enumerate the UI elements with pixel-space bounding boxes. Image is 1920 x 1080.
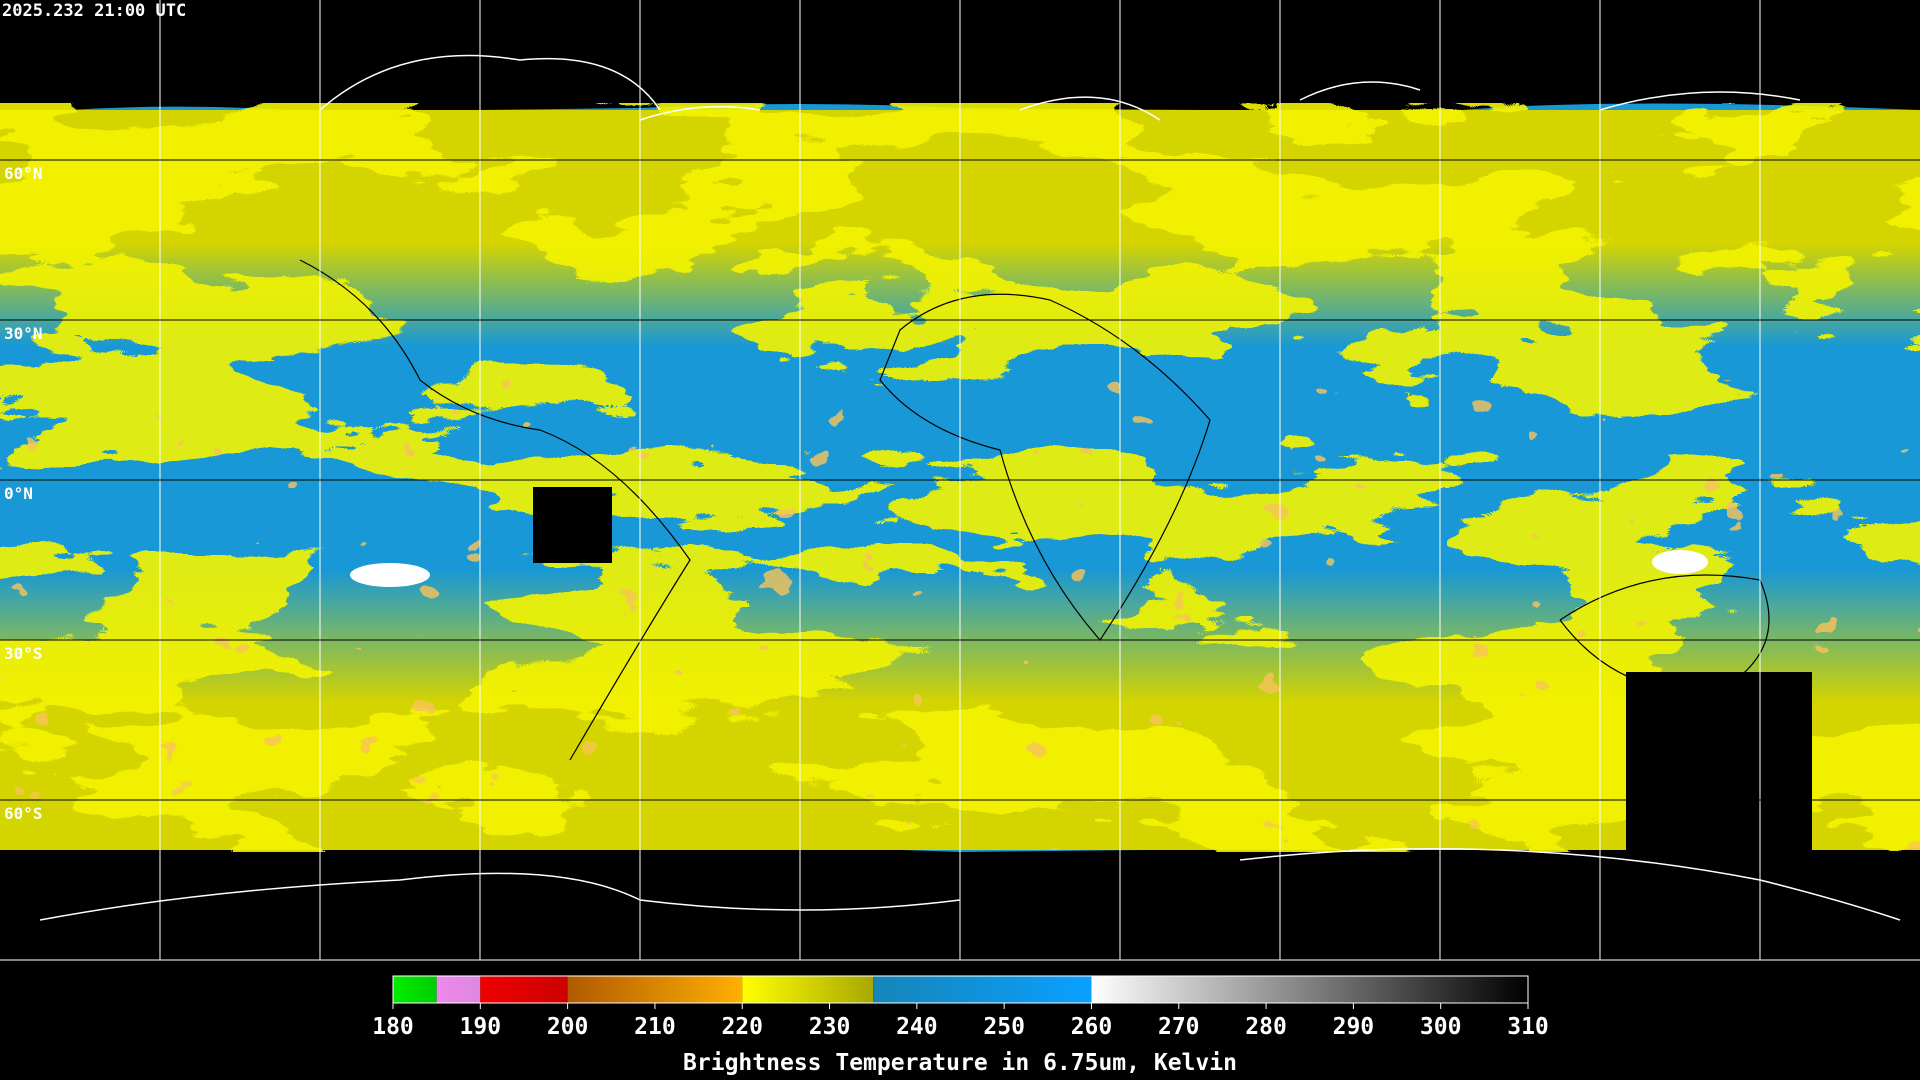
warm-spot xyxy=(1652,550,1708,574)
colorbar-tick-label: 270 xyxy=(1158,1014,1200,1040)
colorbar-tick-label: 180 xyxy=(372,1014,414,1040)
colorbar: 180 190 200 210 220 230 240 250 260 270 280 290 300 3… xyxy=(372,975,1549,1076)
colorbar-tick-label: 310 xyxy=(1507,1014,1549,1040)
missing-data xyxy=(1626,672,1812,851)
colorbar-tick-label: 200 xyxy=(547,1014,589,1040)
colorbar-tick-label: 220 xyxy=(721,1014,763,1040)
timestamp: 2025.232 21:00 UTC xyxy=(2,1,186,21)
coastline xyxy=(39,54,1901,921)
colorbar-tick-label: 230 xyxy=(809,1014,851,1040)
latitude-label: 30°S xyxy=(4,644,43,663)
colorbar-title: Brightness Temperature in 6.75um, Kelvin xyxy=(683,1050,1237,1076)
colorbar-segment xyxy=(480,976,568,1003)
colorbar-segment xyxy=(393,976,437,1003)
missing-data xyxy=(533,487,612,563)
coastline xyxy=(299,259,1770,761)
latitude-label: 0°N xyxy=(4,484,33,503)
colorbar-segment xyxy=(567,976,743,1003)
latitude-label: 30°N xyxy=(4,324,43,343)
colorbar-segment xyxy=(742,976,874,1003)
colorbar-segment xyxy=(873,976,1092,1003)
colorbar-segment xyxy=(1091,976,1528,1003)
colorbar-tick-label: 210 xyxy=(634,1014,676,1040)
latitude-label: 60°N xyxy=(4,164,43,183)
colorbar-frame xyxy=(392,975,1529,1004)
colorbar-tick-label: 250 xyxy=(983,1014,1025,1040)
colorbar-tick-label: 290 xyxy=(1333,1014,1375,1040)
colorbar-segment xyxy=(436,976,481,1003)
colorbar-tick-label: 260 xyxy=(1071,1014,1113,1040)
graticule: 60°N 30°N 0°N 30°S 60°S xyxy=(0,0,1920,961)
latitude-label: 60°S xyxy=(4,804,43,823)
colorbar-tick-label: 280 xyxy=(1245,1014,1287,1040)
colorbar-tick-label: 190 xyxy=(460,1014,502,1040)
colorbar-tick-label: 240 xyxy=(896,1014,938,1040)
warm-spot xyxy=(350,563,430,587)
colorbar-tick-label: 300 xyxy=(1420,1014,1462,1040)
